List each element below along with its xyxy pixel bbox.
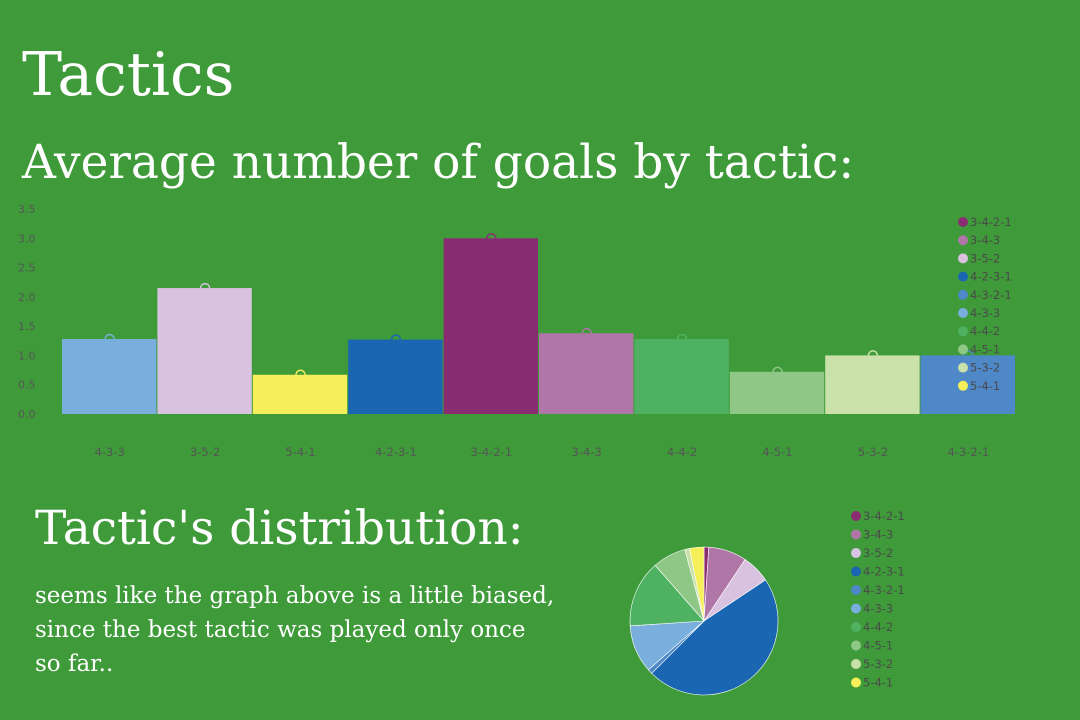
x-tick-label: 4-2-3-1 [375,445,417,459]
bar-marker-4-5-1 [772,366,783,378]
pie-legend-label: 5-3-2 [863,657,893,671]
legend-label: 4-2-3-1 [970,270,1012,284]
legend-swatch-4-3-3 [958,308,968,318]
x-tick-label: 4-4-2 [667,445,697,459]
x-tick-label: 3-4-2-1 [470,445,512,459]
legend-label: 4-4-2 [970,324,1000,338]
y-tick-label: 3.0 [18,232,36,245]
x-tick-label: 5-3-2 [858,445,888,459]
pie-chart: 3-4-2-1 3-4-3 3-5-2 4-2-3-1 4-3-2-1 4-3-3 4-4-… [629,509,905,696]
pie-slice-4-4-2 [629,564,705,627]
pie-slice-5-4-1 [689,546,705,622]
pie-chart-heading: Tactic's distribution: [35,501,524,556]
bar-marker-5-4-1 [295,369,306,381]
pie-legend-label: 3-5-2 [863,546,893,560]
pie-legend-label: 4-3-2-1 [863,583,905,597]
pie-legend-swatch-4-3-2-1 [851,585,861,595]
y-tick-label: 1.0 [18,349,36,362]
bar-marker-4-3-3 [104,333,115,345]
pie-legend-swatch-4-3-3 [851,603,861,614]
x-tick-label: 3-4-3 [572,445,602,459]
pie-legend-label: 5-4-1 [863,676,893,690]
legend-swatch-5-4-1 [958,380,968,391]
y-tick-label: 3.5 [18,203,36,216]
legend-label: 4-3-3 [970,306,1000,320]
bar-marker-4-3-2-1 [963,350,974,361]
y-tick-label: 1.5 [18,320,36,333]
bar-3-4-2-1 [443,238,538,414]
legend-label: 3-4-2-1 [970,215,1012,229]
legend-label: 5-3-2 [970,361,1000,375]
legend-label: 3-5-2 [970,251,1000,265]
x-tick-label: 5-4-1 [285,445,315,459]
bar-chart-heading: Average number of goals by tactic: [22,135,855,190]
pie-legend-swatch-5-3-2 [851,659,861,669]
pie-legend-label: 4-3-3 [863,602,893,616]
legend-swatch-4-4-2 [958,326,968,337]
y-tick-label: 2.0 [18,291,36,304]
x-tick-label: 4-3-2-1 [947,445,989,459]
bar-5-4-1 [252,374,348,414]
pie-legend-swatch-4-4-2 [851,622,861,632]
bar-marker-4-2-3-1 [390,334,402,345]
pie-slice-4-2-3-1 [651,579,779,696]
x-tick-label: 3-5-2 [190,445,220,459]
x-tick-label: 4-5-1 [762,445,792,459]
legend-label: 4-3-2-1 [970,288,1012,302]
legend-label: 5-4-1 [970,379,1000,393]
y-tick-label: 0.0 [18,408,36,421]
bar-5-3-2 [825,355,920,414]
bar-4-5-1 [729,371,825,414]
pie-legend-swatch-3-4-3 [851,529,861,540]
legend-swatch-4-5-1 [958,344,968,355]
pie-legend-swatch-4-5-1 [851,640,861,651]
x-tick-label: 4-3-3 [95,445,125,459]
page-title: Tactics [22,40,235,110]
legend-swatch-3-5-2 [958,253,968,264]
y-tick-label: 0.5 [18,379,36,392]
pie-legend-label: 4-4-2 [863,620,893,634]
pie-legend-label: 4-5-1 [863,639,893,653]
bar-4-3-3 [62,339,157,414]
bar-marker-4-4-2 [676,333,688,345]
pie-legend-swatch-3-4-2-1 [851,511,861,521]
bar-marker-3-5-2 [199,282,211,294]
bar-marker-5-3-2 [867,350,879,361]
bar-3-4-3 [539,333,634,414]
pie-legend-label: 4-2-3-1 [863,565,905,579]
bar-4-4-2 [634,339,729,414]
pie-legend-swatch-3-5-2 [851,548,861,558]
distribution-note: seems like the graph above is a little b… [35,583,555,677]
pie-legend-label: 3-4-2-1 [863,509,905,523]
legend-swatch-4-2-3-1 [958,271,968,282]
bar-3-5-2 [157,288,252,414]
pie-legend-label: 3-4-3 [863,528,893,542]
pie-legend-swatch-5-4-1 [851,677,861,688]
y-tick-label: 2.5 [18,262,36,275]
legend-swatch-3-4-2-1 [958,217,968,227]
legend-label: 4-5-1 [970,342,1000,356]
bar-4-2-3-1 [348,339,443,414]
legend-label: 3-4-3 [970,233,1000,247]
pie-legend-swatch-4-2-3-1 [851,566,861,577]
bar-marker-3-4-2-1 [486,233,497,244]
legend-swatch-3-4-3 [958,235,968,246]
bar-chart: 0.0 0.5 1.0 1.5 2.0 2.5 3.0 3.5 4-3-3 3-5-2 5-4-1… [18,203,1015,459]
legend-swatch-4-3-2-1 [958,289,968,300]
legend-swatch-5-3-2 [958,362,968,373]
bar-marker-3-4-3 [581,327,592,339]
